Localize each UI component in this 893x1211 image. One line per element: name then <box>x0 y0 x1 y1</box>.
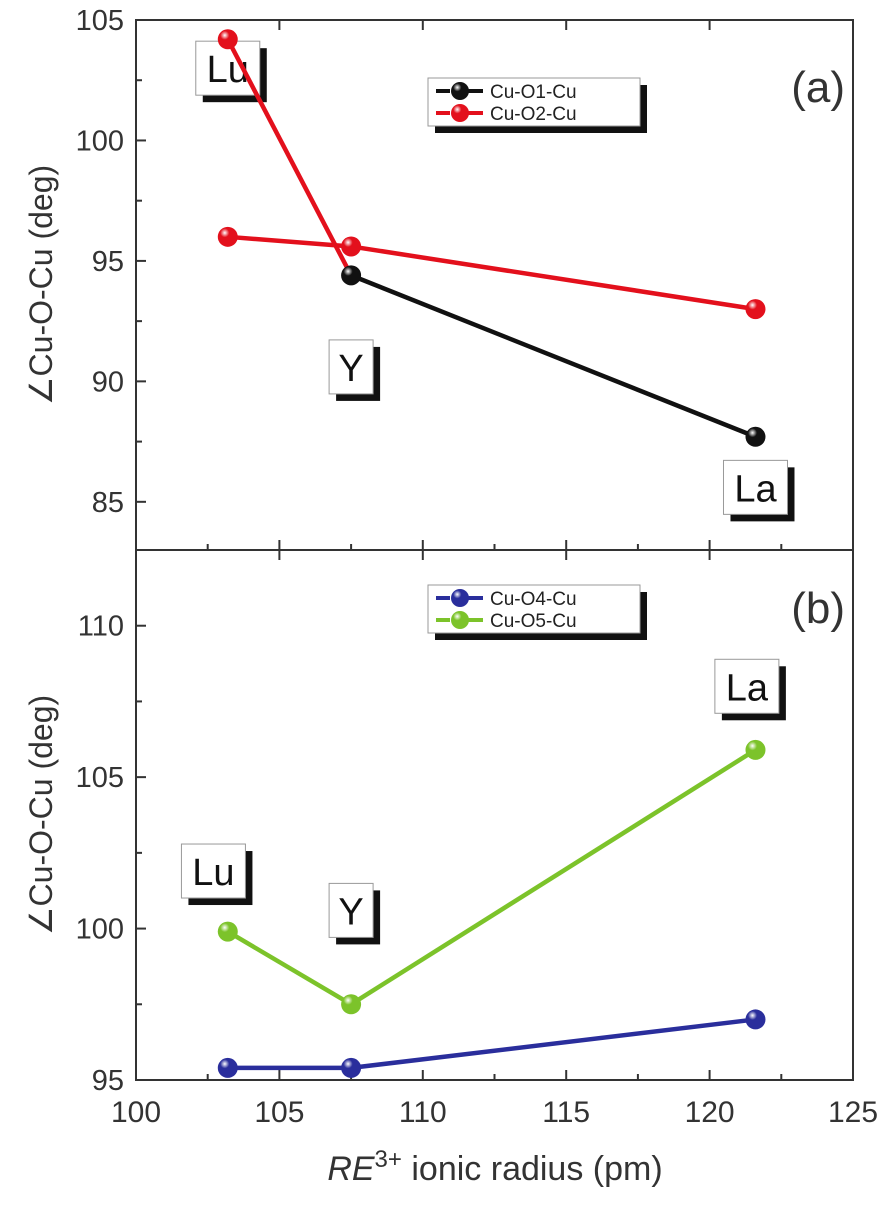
legend-marker <box>451 104 469 122</box>
element-label-y: Y <box>338 348 363 390</box>
y-tick-label: 100 <box>76 125 124 157</box>
x-tick-label: 105 <box>254 1096 304 1129</box>
series-line-Cu-O2-Cu <box>350 244 756 312</box>
element-label-y: Y <box>338 891 363 933</box>
x-tick-label: 125 <box>828 1096 878 1129</box>
data-point-Cu-O2-Cu <box>217 226 238 247</box>
data-point-Cu-O2-Cu <box>341 236 362 257</box>
label-box <box>328 882 374 938</box>
data-point-Cu-O4-Cu <box>341 1057 362 1078</box>
label-box <box>328 339 374 395</box>
legend-entry: Cu-O1-Cu <box>490 82 577 103</box>
label-box <box>195 40 261 96</box>
y-tick-label: 105 <box>76 762 124 794</box>
x-tick-label: 120 <box>685 1096 735 1129</box>
legend-entry: Cu-O2-Cu <box>490 104 577 125</box>
series-line-Cu-O1-Cu <box>350 273 757 439</box>
series-line-Cu-O4-Cu <box>350 1017 756 1071</box>
y-tick-label: 90 <box>92 366 124 398</box>
x-axis-label: RE3+ ionic radius (pm) <box>327 1146 662 1188</box>
label-box <box>722 459 788 515</box>
data-point-Cu-O5-Cu <box>217 921 238 942</box>
data-point-Cu-O5-Cu <box>341 994 362 1015</box>
y-axis-label: ∠Cu-O-Cu (deg) <box>23 165 59 405</box>
data-point-Cu-O1-Cu <box>217 29 238 50</box>
x-tick-label: 110 <box>399 1096 447 1129</box>
legend-marker <box>451 82 469 100</box>
series-line-Cu-O2-Cu <box>227 234 352 249</box>
label-box <box>180 843 246 899</box>
y-tick-label: 95 <box>92 1065 124 1097</box>
y-tick-label: 105 <box>76 5 124 37</box>
legend-marker <box>451 589 469 607</box>
data-point-Cu-O4-Cu <box>217 1057 238 1078</box>
element-label-lu: Lu <box>192 852 234 894</box>
series-line-Cu-O1-Cu <box>225 38 354 277</box>
series-line-Cu-O5-Cu <box>349 747 757 1007</box>
y-axis-label: ∠Cu-O-Cu (deg) <box>23 695 59 935</box>
element-label-la: La <box>734 468 777 510</box>
panel-label: (b) <box>791 584 845 633</box>
y-tick-label: 85 <box>92 487 124 519</box>
data-point-Cu-O1-Cu <box>745 426 766 447</box>
legend-entry: Cu-O4-Cu <box>490 589 577 610</box>
data-point-Cu-O2-Cu <box>745 299 766 320</box>
element-label-la: La <box>726 667 769 709</box>
data-point-Cu-O5-Cu <box>745 739 766 760</box>
data-point-Cu-O1-Cu <box>341 265 362 286</box>
x-tick-label: 115 <box>542 1096 590 1129</box>
y-tick-label: 95 <box>92 246 124 278</box>
series-line-Cu-O5-Cu <box>226 929 353 1007</box>
legend-entry: Cu-O5-Cu <box>490 611 577 632</box>
y-tick-label: 110 <box>78 611 124 643</box>
y-tick-label: 100 <box>76 914 124 946</box>
data-point-Cu-O4-Cu <box>745 1009 766 1030</box>
legend-marker <box>451 611 469 629</box>
label-box <box>714 658 780 714</box>
panel-b: 95 100 105 110 ∠Cu-O-Cu (deg) La Lu Y Cu-O4-CuCu… <box>23 549 854 1097</box>
x-tick-label: 100 <box>111 1096 161 1129</box>
panel-label: (a) <box>791 63 845 112</box>
